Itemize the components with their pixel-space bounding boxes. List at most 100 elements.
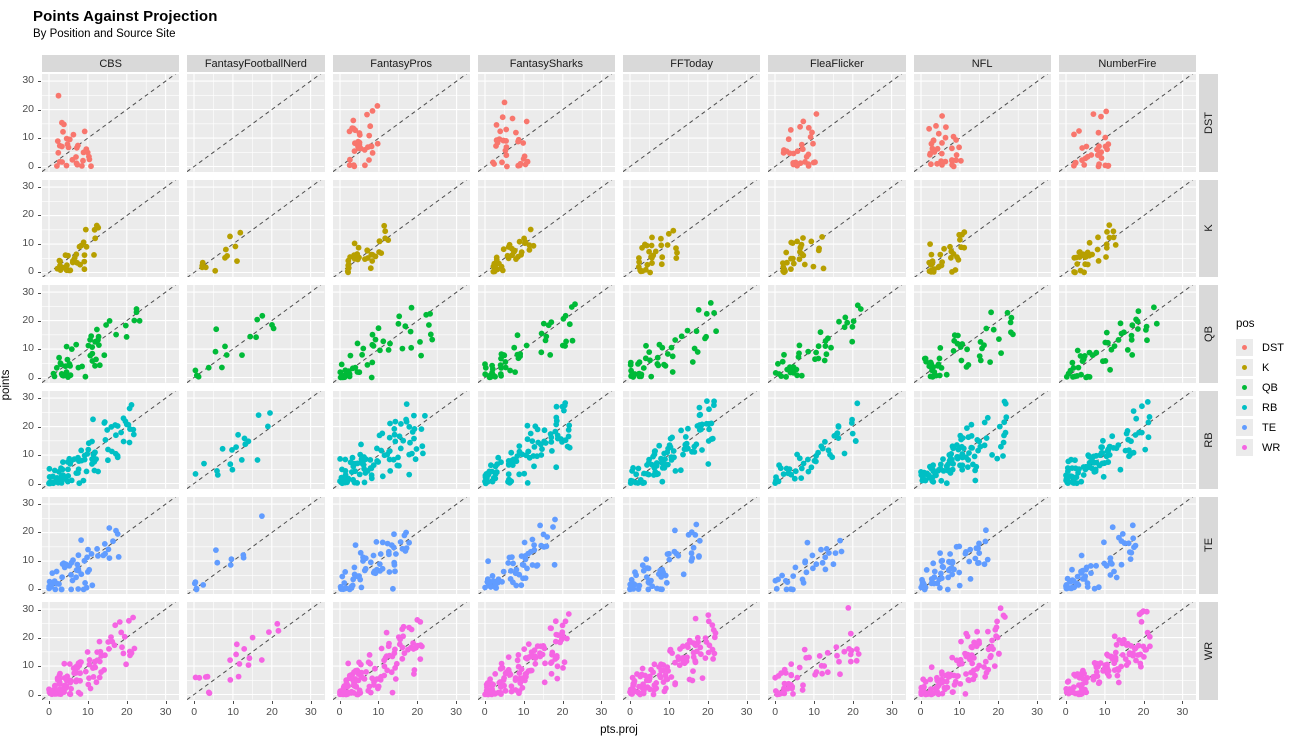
- facet-strip-row-WR: WR: [1199, 602, 1218, 700]
- legend-key-WR: [1236, 439, 1253, 456]
- x-tick-mark: [49, 701, 50, 704]
- panel-TE-FantasyFootballNerd: [187, 496, 325, 595]
- panel-WR-FleaFlicker: [768, 602, 906, 700]
- panel-WR-CBS: [42, 602, 180, 700]
- panel-WR-FantasySharks: [477, 602, 615, 700]
- y-tick-label: 30: [22, 285, 34, 298]
- x-tick-label: 10: [82, 706, 94, 718]
- x-tick-mark: [194, 701, 196, 704]
- x-tick-label: 30: [595, 706, 608, 718]
- facet-strip-row-RB: RB: [1199, 391, 1218, 489]
- y-tick-label: 30: [22, 391, 34, 404]
- legend-key-TE: [1236, 419, 1253, 436]
- panel-K-NFL: [913, 179, 1051, 278]
- y-tick-mark: [38, 560, 41, 562]
- y-tick-label: 20: [22, 419, 34, 432]
- panel-RB-FleaFlicker: [768, 391, 906, 489]
- legend-item-WR[interactable]: WR: [1236, 438, 1284, 457]
- facet-strip-col-FFToday: FFToday: [623, 55, 761, 72]
- panel-TE-FantasySharks: [477, 496, 615, 595]
- panel-DST-FleaFlicker: [768, 74, 906, 172]
- panel-K-FantasyFootballNerd: [187, 179, 325, 278]
- facet-strip-col-FleaFlicker: FleaFlicker: [768, 55, 906, 72]
- x-tick-mark: [339, 701, 341, 704]
- panel-TE-CBS: [42, 496, 180, 595]
- legend-title: pos: [1236, 318, 1255, 330]
- facet-strip-col-FantasySharks: FantasySharks: [477, 55, 615, 72]
- x-tick-label: 30: [450, 706, 462, 718]
- x-tick-label: 0: [772, 706, 779, 718]
- legend-item-K[interactable]: K: [1236, 358, 1284, 377]
- x-axis-title: pts.proj: [600, 724, 638, 736]
- legend-item-RB[interactable]: RB: [1236, 398, 1284, 417]
- x-tick-label: 20: [992, 706, 1005, 718]
- x-tick-label: 20: [411, 706, 424, 718]
- y-tick-mark: [38, 398, 41, 400]
- facet-strip-row-TE: TE: [1199, 496, 1218, 595]
- y-tick-label: 20: [22, 630, 34, 643]
- x-tick-mark: [523, 701, 525, 704]
- x-tick-label: 20: [556, 706, 569, 718]
- y-tick-mark: [38, 166, 41, 168]
- y-tick-mark: [38, 272, 41, 274]
- panel-WR-FantasyPros: [332, 602, 470, 700]
- x-tick-label: 30: [740, 706, 753, 718]
- y-tick-label: 0: [28, 265, 34, 278]
- x-tick-label: 10: [227, 706, 239, 718]
- y-tick-label: 10: [22, 342, 34, 355]
- legend-item-QB[interactable]: QB: [1236, 378, 1284, 397]
- x-tick-label: 10: [1098, 706, 1111, 718]
- y-tick-label: 30: [22, 179, 34, 192]
- x-tick-label: 0: [627, 706, 633, 718]
- facet-strip-row-QB: QB: [1199, 285, 1218, 383]
- y-tick-label: 10: [22, 131, 34, 144]
- legend-item-DST[interactable]: DST: [1236, 338, 1284, 357]
- x-tick-label: 30: [1176, 706, 1189, 718]
- panel-QB-FFToday: [623, 285, 761, 383]
- x-tick-label: 0: [917, 706, 924, 718]
- y-tick-mark: [38, 186, 41, 188]
- legend-label: RB: [1262, 401, 1278, 414]
- x-tick-label: 10: [663, 706, 675, 718]
- x-tick-label: 0: [46, 706, 52, 718]
- x-tick-mark: [959, 701, 961, 704]
- x-tick-mark: [165, 701, 167, 704]
- x-tick-mark: [310, 701, 312, 704]
- panel-TE-NumberFire: [1058, 496, 1196, 595]
- facet-strip-col-NFL: NFL: [913, 55, 1051, 72]
- panel-K-FleaFlicker: [768, 179, 906, 278]
- panel-RB-NFL: [913, 391, 1051, 489]
- x-tick-label: 10: [372, 706, 385, 718]
- panel-RB-FantasyFootballNerd: [187, 391, 325, 489]
- legend-item-TE[interactable]: TE: [1236, 418, 1284, 437]
- y-tick-mark: [38, 109, 41, 111]
- y-tick-label: 30: [22, 602, 34, 615]
- panel-DST-FantasyPros: [332, 74, 470, 172]
- y-tick-label: 0: [28, 687, 34, 700]
- y-tick-mark: [38, 455, 41, 457]
- legend-label: WR: [1262, 441, 1281, 454]
- y-tick-label: 10: [22, 236, 34, 249]
- panel-DST-NFL: [913, 74, 1051, 172]
- legend-key-RB: [1236, 399, 1253, 416]
- facet-strip-col-NumberFire: NumberFire: [1058, 55, 1196, 72]
- panel-QB-FleaFlicker: [768, 285, 906, 383]
- panel-DST-NumberFire: [1058, 74, 1196, 172]
- y-tick-mark: [38, 666, 41, 668]
- x-tick-label: 20: [266, 706, 278, 718]
- y-tick-mark: [38, 589, 41, 591]
- y-tick-label: 30: [22, 74, 34, 87]
- x-tick-label: 10: [808, 706, 820, 718]
- legend-key-DST: [1236, 339, 1253, 356]
- panel-DST-CBS: [42, 74, 180, 172]
- legend-key-QB: [1236, 379, 1253, 396]
- panel-QB-NumberFire: [1058, 285, 1196, 383]
- panel-RB-FantasyPros: [332, 391, 470, 489]
- y-tick-mark: [38, 377, 41, 379]
- x-tick-label: 10: [953, 706, 966, 718]
- y-tick-mark: [38, 320, 41, 322]
- y-tick-mark: [38, 532, 41, 534]
- x-tick-label: 0: [336, 706, 343, 718]
- panel-RB-CBS: [42, 391, 180, 489]
- y-tick-mark: [38, 138, 41, 140]
